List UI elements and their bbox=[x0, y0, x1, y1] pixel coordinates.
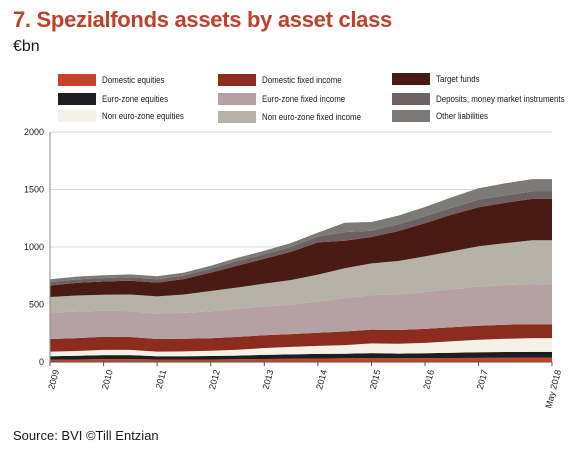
legend-label: Other liabilities bbox=[436, 111, 488, 121]
y-tick-label: 1000 bbox=[24, 242, 44, 252]
legend-item-target-funds: Target funds bbox=[392, 73, 486, 85]
legend-item-non-euro-zone-equities: Non euro-zone equities bbox=[58, 110, 195, 122]
legend-swatch bbox=[58, 93, 96, 105]
legend-swatch bbox=[218, 111, 256, 123]
x-tick-label: 2015 bbox=[368, 369, 383, 391]
legend-swatch bbox=[218, 93, 256, 105]
legend-swatch bbox=[58, 110, 96, 122]
legend-label: Deposits, money market instruments bbox=[436, 94, 565, 104]
area-euro-zone-equities bbox=[50, 351, 552, 360]
legend-label: Non euro-zone equities bbox=[102, 111, 184, 121]
x-tick-label: 2016 bbox=[421, 369, 436, 391]
legend-item-non-euro-zone-fixed-income: Non euro-zone fixed income bbox=[218, 111, 375, 123]
legend: Domestic equities Euro-zone equities Non… bbox=[0, 0, 580, 130]
x-tick-label: 2017 bbox=[475, 369, 490, 391]
x-tick-label: 2009 bbox=[46, 369, 61, 391]
legend-label: Euro-zone equities bbox=[102, 94, 169, 104]
legend-item-deposits: Deposits, money market instruments bbox=[392, 93, 580, 105]
legend-swatch bbox=[392, 110, 430, 122]
x-tick-label: 2011 bbox=[154, 369, 169, 390]
x-tick-label: 2012 bbox=[207, 369, 222, 391]
area-non-euro-zone-fixed-income bbox=[50, 240, 552, 314]
legend-item-euro-zone-equities: Euro-zone equities bbox=[58, 93, 177, 105]
area-target-funds bbox=[50, 198, 552, 297]
legend-label: Domestic fixed income bbox=[262, 75, 342, 85]
legend-item-euro-zone-fixed-income: Euro-zone fixed income bbox=[218, 93, 357, 105]
legend-label: Non euro-zone fixed income bbox=[262, 112, 362, 122]
legend-swatch bbox=[392, 93, 430, 105]
area-deposits-money-market-instruments bbox=[50, 191, 552, 286]
area-domestic-equities bbox=[50, 357, 552, 362]
source-note: Source: BVI ©Till Entzian bbox=[13, 428, 159, 443]
legend-label: Domestic equities bbox=[102, 75, 165, 85]
legend-swatch bbox=[218, 74, 256, 86]
legend-swatch bbox=[58, 74, 96, 86]
y-tick-label: 500 bbox=[29, 300, 44, 310]
area-domestic-fixed-income bbox=[50, 324, 552, 352]
area-euro-zone-fixed-income bbox=[50, 284, 552, 339]
legend-label: Target funds bbox=[436, 74, 480, 84]
y-tick-label: 2000 bbox=[24, 127, 44, 137]
x-tick-label: 2010 bbox=[100, 369, 115, 391]
area-other-liabilities bbox=[50, 179, 552, 283]
area-non-euro-zone-equities bbox=[50, 338, 552, 357]
legend-item-domestic-equities: Domestic equities bbox=[58, 74, 173, 86]
x-tick-label: 2014 bbox=[314, 369, 329, 391]
legend-item-other-liabilities: Other liabilities bbox=[392, 110, 495, 122]
legend-label: Euro-zone fixed income bbox=[262, 94, 346, 104]
chart-title: 7. Spezialfonds assets by asset class bbox=[13, 7, 392, 32]
unit-label: €bn bbox=[13, 38, 40, 55]
y-tick-label: 1500 bbox=[24, 185, 44, 195]
x-tick-label: 2013 bbox=[261, 369, 276, 391]
x-tick-label: May 2018 bbox=[543, 369, 563, 410]
y-tick-label: 0 bbox=[39, 357, 44, 367]
legend-item-domestic-fixed-income: Domestic fixed income bbox=[218, 74, 353, 86]
legend-swatch bbox=[392, 73, 430, 85]
